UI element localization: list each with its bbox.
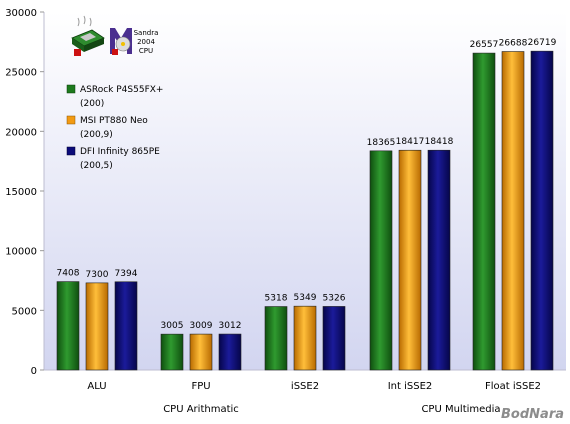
value-label: 7394 [115, 269, 138, 279]
legend-sub-asrock: (200) [80, 99, 104, 109]
legend-swatch-asrock [66, 84, 76, 94]
value-label: 3005 [161, 321, 184, 331]
legend-swatch-dfi [66, 146, 76, 156]
sandra-logo: Sandra 2004 CPU [71, 15, 159, 56]
y-tick-label: 5000 [12, 306, 37, 317]
category-label: iSSE2 [291, 381, 319, 392]
bar [427, 149, 451, 371]
sandra-m-icon [110, 28, 132, 55]
bar [369, 150, 393, 371]
value-labels: 7408 7300 7394 3005 3009 3012 5318 5349 5326 1836… [57, 38, 557, 331]
logo-line-2: 2004 [137, 38, 155, 46]
value-label: 26719 [528, 38, 557, 48]
bar [398, 149, 422, 371]
watermark: BodNara [501, 407, 564, 422]
cpu-chip-icon [71, 15, 105, 56]
bar [189, 333, 213, 371]
y-tick-label: 0 [31, 366, 37, 377]
category-label: FPU [191, 381, 210, 392]
bar [322, 306, 346, 371]
category-group-labels: CPU Arithmatic CPU Multimedia [163, 404, 500, 415]
bar [472, 52, 496, 371]
y-tick-label: 30000 [5, 8, 37, 19]
bar-series [56, 50, 554, 371]
legend: ASRock P4S55FX+ (200) MSI PT880 Neo (200… [66, 84, 163, 171]
y-tick-label: 15000 [5, 187, 37, 198]
bar [501, 51, 525, 371]
value-label: 5349 [294, 293, 317, 303]
legend-sub-msi: (200,9) [80, 130, 113, 140]
legend-label-dfi: DFI Infinity 865PE [80, 147, 160, 157]
legend-label-msi: MSI PT880 Neo [80, 116, 148, 126]
category-label: Float iSSE2 [485, 381, 541, 392]
bar [264, 306, 288, 371]
value-label: 18417 [396, 137, 425, 147]
legend-swatch-msi [66, 115, 76, 125]
value-label: 7300 [86, 270, 109, 280]
category-labels: ALU FPU iSSE2 Int iSSE2 Float iSSE2 [87, 381, 541, 392]
category-group-label: CPU Multimedia [421, 404, 500, 415]
value-label: 18418 [425, 137, 454, 147]
value-label: 18365 [367, 138, 396, 148]
value-label: 26688 [499, 39, 528, 49]
value-label: 7408 [57, 269, 80, 279]
y-tick-label: 10000 [5, 247, 37, 258]
legend-sub-dfi: (200,5) [80, 161, 113, 171]
value-label: 5326 [323, 293, 346, 303]
bar [114, 281, 138, 371]
value-label: 3009 [190, 321, 213, 331]
bar [530, 50, 554, 371]
value-label: 5318 [265, 294, 288, 304]
bar [160, 333, 184, 371]
logo-line-3: CPU [139, 47, 153, 55]
value-label: 26557 [470, 40, 499, 50]
y-axis-ticks: 0 5000 10000 15000 20000 25000 30000 [5, 8, 44, 377]
y-tick-label: 25000 [5, 68, 37, 79]
category-group-label: CPU Arithmatic [163, 404, 239, 415]
bar [218, 333, 242, 371]
legend-label-asrock: ASRock P4S55FX+ [80, 85, 163, 95]
value-label: 3012 [219, 321, 242, 331]
logo-line-1: Sandra [134, 29, 159, 37]
bar [56, 281, 80, 371]
category-label: Int iSSE2 [388, 381, 433, 392]
y-tick-label: 20000 [5, 127, 37, 138]
bar [293, 305, 317, 371]
category-label: ALU [87, 381, 106, 392]
bar [85, 282, 109, 371]
